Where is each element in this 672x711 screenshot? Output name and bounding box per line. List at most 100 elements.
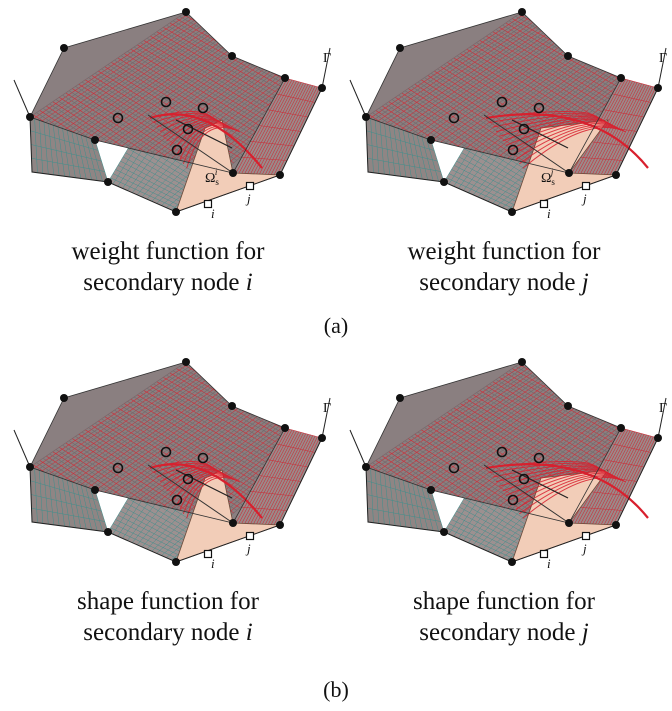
marker-square (203, 199, 213, 209)
marker-square (245, 181, 255, 191)
primary-node (440, 178, 448, 186)
secondary-node (496, 446, 508, 458)
panel-weight-i: i j Γ Ωsi (0, 0, 336, 230)
plot-geometry: i j Γ (349, 358, 667, 571)
marker-square (539, 549, 549, 559)
marker-square (581, 531, 591, 541)
secondary-node (197, 102, 209, 114)
marker-square (245, 531, 255, 541)
primary-nodes (26, 358, 326, 566)
primary-node (228, 402, 236, 410)
primary-node (564, 52, 572, 60)
secondary-node (112, 462, 124, 474)
primary-node (362, 463, 370, 471)
secondary-node (197, 452, 209, 464)
primary-node (362, 113, 370, 121)
caption-shape-j: shape function for secondary node j (413, 588, 595, 646)
omega-label: Ωsi (205, 167, 219, 187)
plot-geometry: i j Γ Ωsi (13, 8, 331, 221)
panel-shape-j: i j Γ (336, 350, 672, 580)
edges (13, 11, 331, 213)
primary-node (60, 394, 68, 402)
secondary-node (160, 446, 172, 458)
primary-node (26, 113, 34, 121)
caption-shape-i: shape function for secondary node i (77, 588, 259, 646)
primary-node (518, 8, 526, 16)
boundary-label: Γ (659, 51, 667, 66)
secondary-node (518, 473, 530, 485)
surface-plot: i j Γ Ωsi (13, 8, 331, 221)
secondary-node-markers (203, 531, 255, 559)
side-faces (29, 427, 323, 533)
plot-geometry: i j Γ Ωsj (349, 8, 667, 221)
primary-nodes (26, 8, 326, 216)
primary-node (104, 528, 112, 536)
marker-square (539, 199, 549, 209)
label-i: i (211, 206, 215, 221)
secondary-node (182, 123, 194, 135)
surface-plot: i j Γ (349, 358, 667, 571)
primary-node (518, 358, 526, 366)
secondary-node-markers (203, 181, 255, 209)
secondary-node (496, 96, 508, 108)
primary-node (104, 178, 112, 186)
secondary-nodes (112, 446, 209, 506)
secondary-node (112, 112, 124, 124)
primary-node (276, 521, 284, 529)
primary-node (172, 208, 180, 216)
primary-node (508, 558, 516, 566)
secondary-node (507, 144, 519, 156)
primary-node (565, 169, 573, 177)
side-faces (29, 77, 323, 183)
primary-node (440, 528, 448, 536)
caption-weight-j: weight function for secondary node j (407, 238, 601, 296)
edges (349, 361, 667, 563)
primary-node (427, 136, 435, 144)
secondary-node (160, 96, 172, 108)
primary-node (91, 136, 99, 144)
secondary-nodes (448, 96, 545, 156)
label-j: j (581, 541, 587, 556)
surface-plot: i j Γ Ωsj (349, 8, 667, 221)
label-j: j (581, 191, 587, 206)
primary-node (564, 402, 572, 410)
primary-node (318, 84, 326, 92)
primary-node (26, 463, 34, 471)
secondary-domain (483, 111, 649, 213)
secondary-domain (147, 111, 281, 213)
panel-shape-i: i j Γ (0, 350, 336, 580)
primary-nodes (362, 8, 662, 216)
secondary-node-markers (539, 531, 591, 559)
label-i: i (547, 556, 551, 571)
primary-node (396, 44, 404, 52)
primary-node (318, 434, 326, 442)
primary-node (60, 44, 68, 52)
label-j: j (245, 191, 251, 206)
subfigure-label-b: (b) (323, 677, 349, 702)
edges (13, 361, 331, 563)
secondary-node (171, 144, 183, 156)
primary-node (229, 519, 237, 527)
primary-node (654, 84, 662, 92)
primary-node (396, 394, 404, 402)
primary-node (228, 52, 236, 60)
secondary-node-markers (539, 181, 591, 209)
panel-weight-j: i j Γ Ωsj (336, 0, 672, 230)
primary-node (182, 358, 190, 366)
primary-node (617, 424, 625, 432)
secondary-nodes (448, 446, 545, 506)
label-j: j (245, 541, 251, 556)
surface-plot: i j Γ (13, 358, 331, 571)
primary-node (617, 74, 625, 82)
primary-node (427, 486, 435, 494)
subfigure-label-a: (a) (323, 313, 349, 338)
caption-weight-i: weight function for secondary node i (71, 238, 265, 296)
label-i: i (211, 556, 215, 571)
primary-node (182, 8, 190, 16)
omega-label: Ωsj (541, 167, 555, 187)
secondary-node (171, 494, 183, 506)
secondary-node (448, 462, 460, 474)
secondary-node (182, 473, 194, 485)
primary-node (508, 208, 516, 216)
boundary-label: Γ (659, 401, 667, 416)
